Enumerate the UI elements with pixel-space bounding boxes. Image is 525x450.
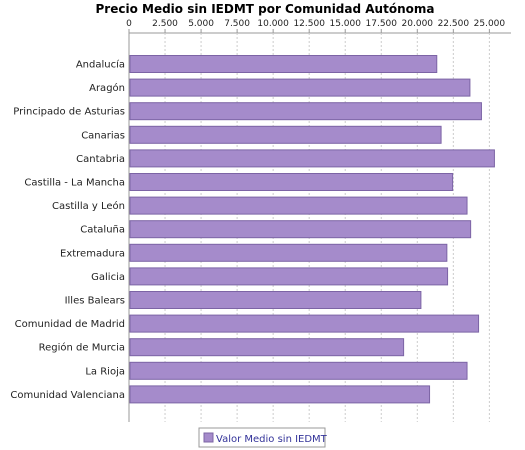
category-label: Castilla y León <box>52 200 125 212</box>
tick-label: 15.000 <box>329 19 361 29</box>
tick-label: 20.000 <box>402 19 434 29</box>
bar <box>129 361 468 380</box>
tick-label: 10.000 <box>257 19 289 29</box>
bar <box>129 314 480 333</box>
category-label: Galicia <box>91 272 125 283</box>
bar <box>129 196 468 215</box>
category-label: Región de Murcia <box>39 342 125 354</box>
category-label: Principado de Asturias <box>13 107 125 118</box>
category-label: Andalucía <box>76 59 125 71</box>
category-label: Comunidad de Madrid <box>15 319 125 330</box>
tick-label: 12.500 <box>293 19 325 29</box>
x-axis-ticks: 0 2.500 5.000 7.500 10.000 12.500 15.000 17.500… <box>126 19 505 33</box>
bar <box>129 338 405 357</box>
tick-label: 0 <box>126 19 132 29</box>
category-label: Comunidad Valenciana <box>10 390 125 401</box>
category-label: Cantabria <box>76 154 125 165</box>
tick-label: 25.000 <box>474 19 506 29</box>
tick-label: 5.000 <box>188 19 214 29</box>
bar <box>129 243 448 262</box>
grid-layer <box>128 32 511 422</box>
category-label: La Rioja <box>85 366 125 377</box>
tick-label: 2.500 <box>152 19 178 29</box>
bar <box>129 125 442 144</box>
bar <box>129 55 438 73</box>
category-label: Cataluña <box>80 225 125 236</box>
legend: Valor Medio sin IEDMT <box>198 427 328 448</box>
chart-title: Precio Medio sin IEDMT por Comunidad Aut… <box>96 2 435 16</box>
bar <box>129 291 422 309</box>
bar <box>129 173 454 191</box>
category-labels: Andalucía Aragón Principado de Asturias Can… <box>10 59 125 401</box>
bar <box>129 149 495 168</box>
category-label: Extremadura <box>60 248 125 259</box>
bar <box>129 78 471 97</box>
legend-box <box>198 427 326 448</box>
category-label: Aragón <box>89 82 125 94</box>
category-label: Castilla - La Mancha <box>24 178 125 189</box>
category-label: Illes Balears <box>65 296 125 307</box>
bar-layer <box>129 55 495 404</box>
bar <box>129 220 472 239</box>
tick-label: 22.500 <box>438 19 470 29</box>
tick-label: 7.500 <box>224 19 250 29</box>
bar <box>129 102 482 121</box>
tick-label: 17.500 <box>366 19 398 29</box>
bar <box>129 385 431 404</box>
bar <box>129 267 449 286</box>
category-label: Canarias <box>81 130 125 141</box>
legend-label: Valor Medio sin IEDMT <box>216 434 328 445</box>
legend-swatch <box>203 432 214 443</box>
